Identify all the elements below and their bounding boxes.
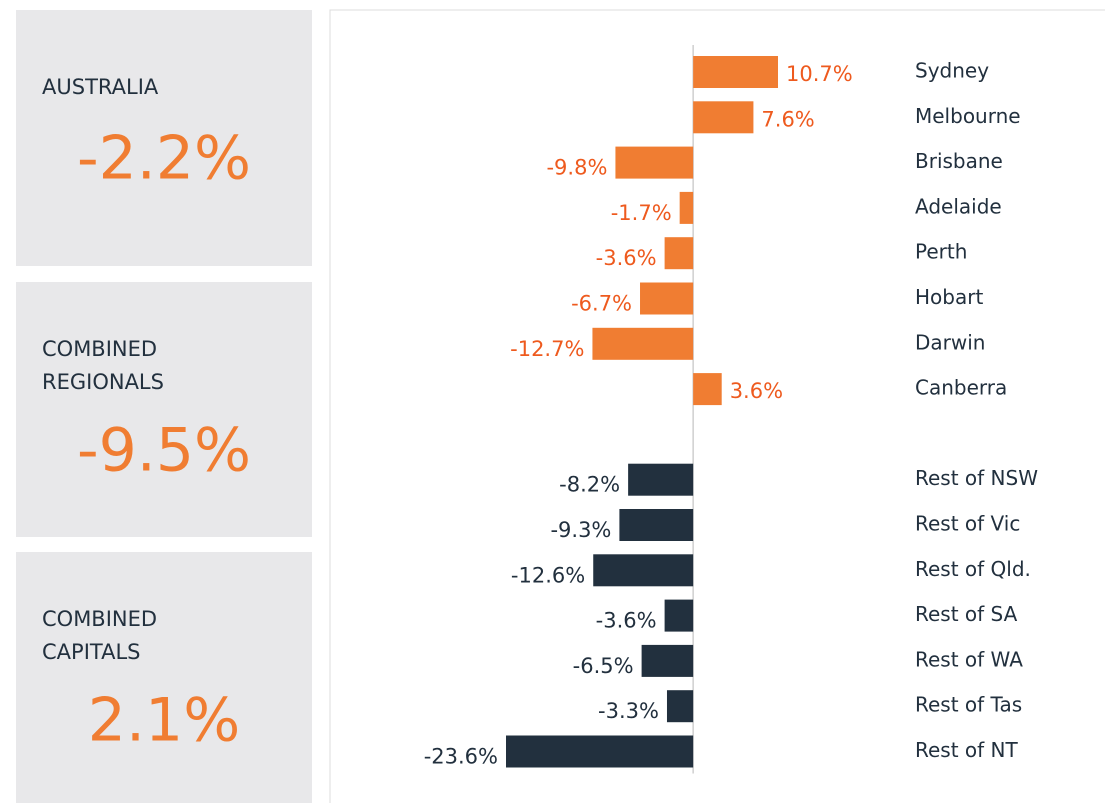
value-label: -6.5%	[573, 654, 634, 678]
panel-value: 2.1%	[88, 686, 240, 756]
panel-title: REGIONALS	[42, 370, 164, 394]
bar	[506, 735, 694, 768]
bar	[628, 463, 694, 496]
panel-title: CAPITALS	[42, 640, 140, 664]
bar	[666, 690, 694, 723]
value-label: -12.7%	[510, 337, 584, 361]
bar	[592, 327, 694, 360]
value-label: 10.7%	[786, 62, 853, 86]
value-label: -3.6%	[596, 246, 657, 270]
category-label: Rest of NT	[915, 738, 1019, 762]
panel-value: -9.5%	[77, 416, 251, 486]
bar	[664, 599, 694, 632]
chart-frame	[329, 9, 1105, 807]
value-label: -3.6%	[596, 609, 657, 633]
value-label: -9.3%	[550, 518, 611, 542]
value-label: 3.6%	[730, 379, 783, 403]
category-label: Darwin	[915, 330, 985, 354]
value-label: -8.2%	[559, 473, 620, 497]
panel	[16, 10, 312, 266]
category-label: Canberra	[915, 376, 1007, 400]
panel	[16, 282, 312, 537]
bar	[593, 554, 694, 587]
category-label: Hobart	[915, 285, 983, 309]
bar	[679, 191, 694, 224]
value-label: -6.7%	[571, 292, 632, 316]
value-label: -23.6%	[424, 745, 498, 769]
category-label: Perth	[915, 240, 967, 264]
category-label: Rest of NSW	[915, 466, 1038, 490]
bar	[615, 146, 694, 179]
panel	[16, 552, 312, 803]
bar	[640, 282, 694, 315]
panel-title: COMBINED	[42, 607, 157, 631]
panel-title: COMBINED	[42, 337, 157, 361]
category-label: Sydney	[915, 59, 989, 83]
category-label: Melbourne	[915, 104, 1021, 128]
panel-title: AUSTRALIA	[42, 75, 159, 99]
bar	[641, 644, 694, 677]
value-label: -12.6%	[511, 563, 585, 587]
value-label: -3.3%	[598, 699, 659, 723]
bar	[664, 237, 694, 270]
category-label: Rest of Vic	[915, 512, 1020, 536]
bar	[693, 101, 754, 134]
bar	[693, 56, 778, 88]
category-label: Rest of Tas	[915, 693, 1022, 717]
value-label: 7.6%	[761, 107, 814, 131]
panel-value: -2.2%	[77, 124, 251, 194]
value-label: -1.7%	[611, 201, 672, 225]
category-label: Rest of WA	[915, 647, 1023, 671]
category-label: Rest of Qld.	[915, 557, 1031, 581]
category-label: Adelaide	[915, 194, 1002, 218]
value-label: -9.8%	[546, 156, 607, 180]
bar	[619, 509, 694, 541]
category-label: Brisbane	[915, 149, 1003, 173]
category-label: Rest of SA	[915, 602, 1018, 626]
bar	[693, 373, 722, 406]
